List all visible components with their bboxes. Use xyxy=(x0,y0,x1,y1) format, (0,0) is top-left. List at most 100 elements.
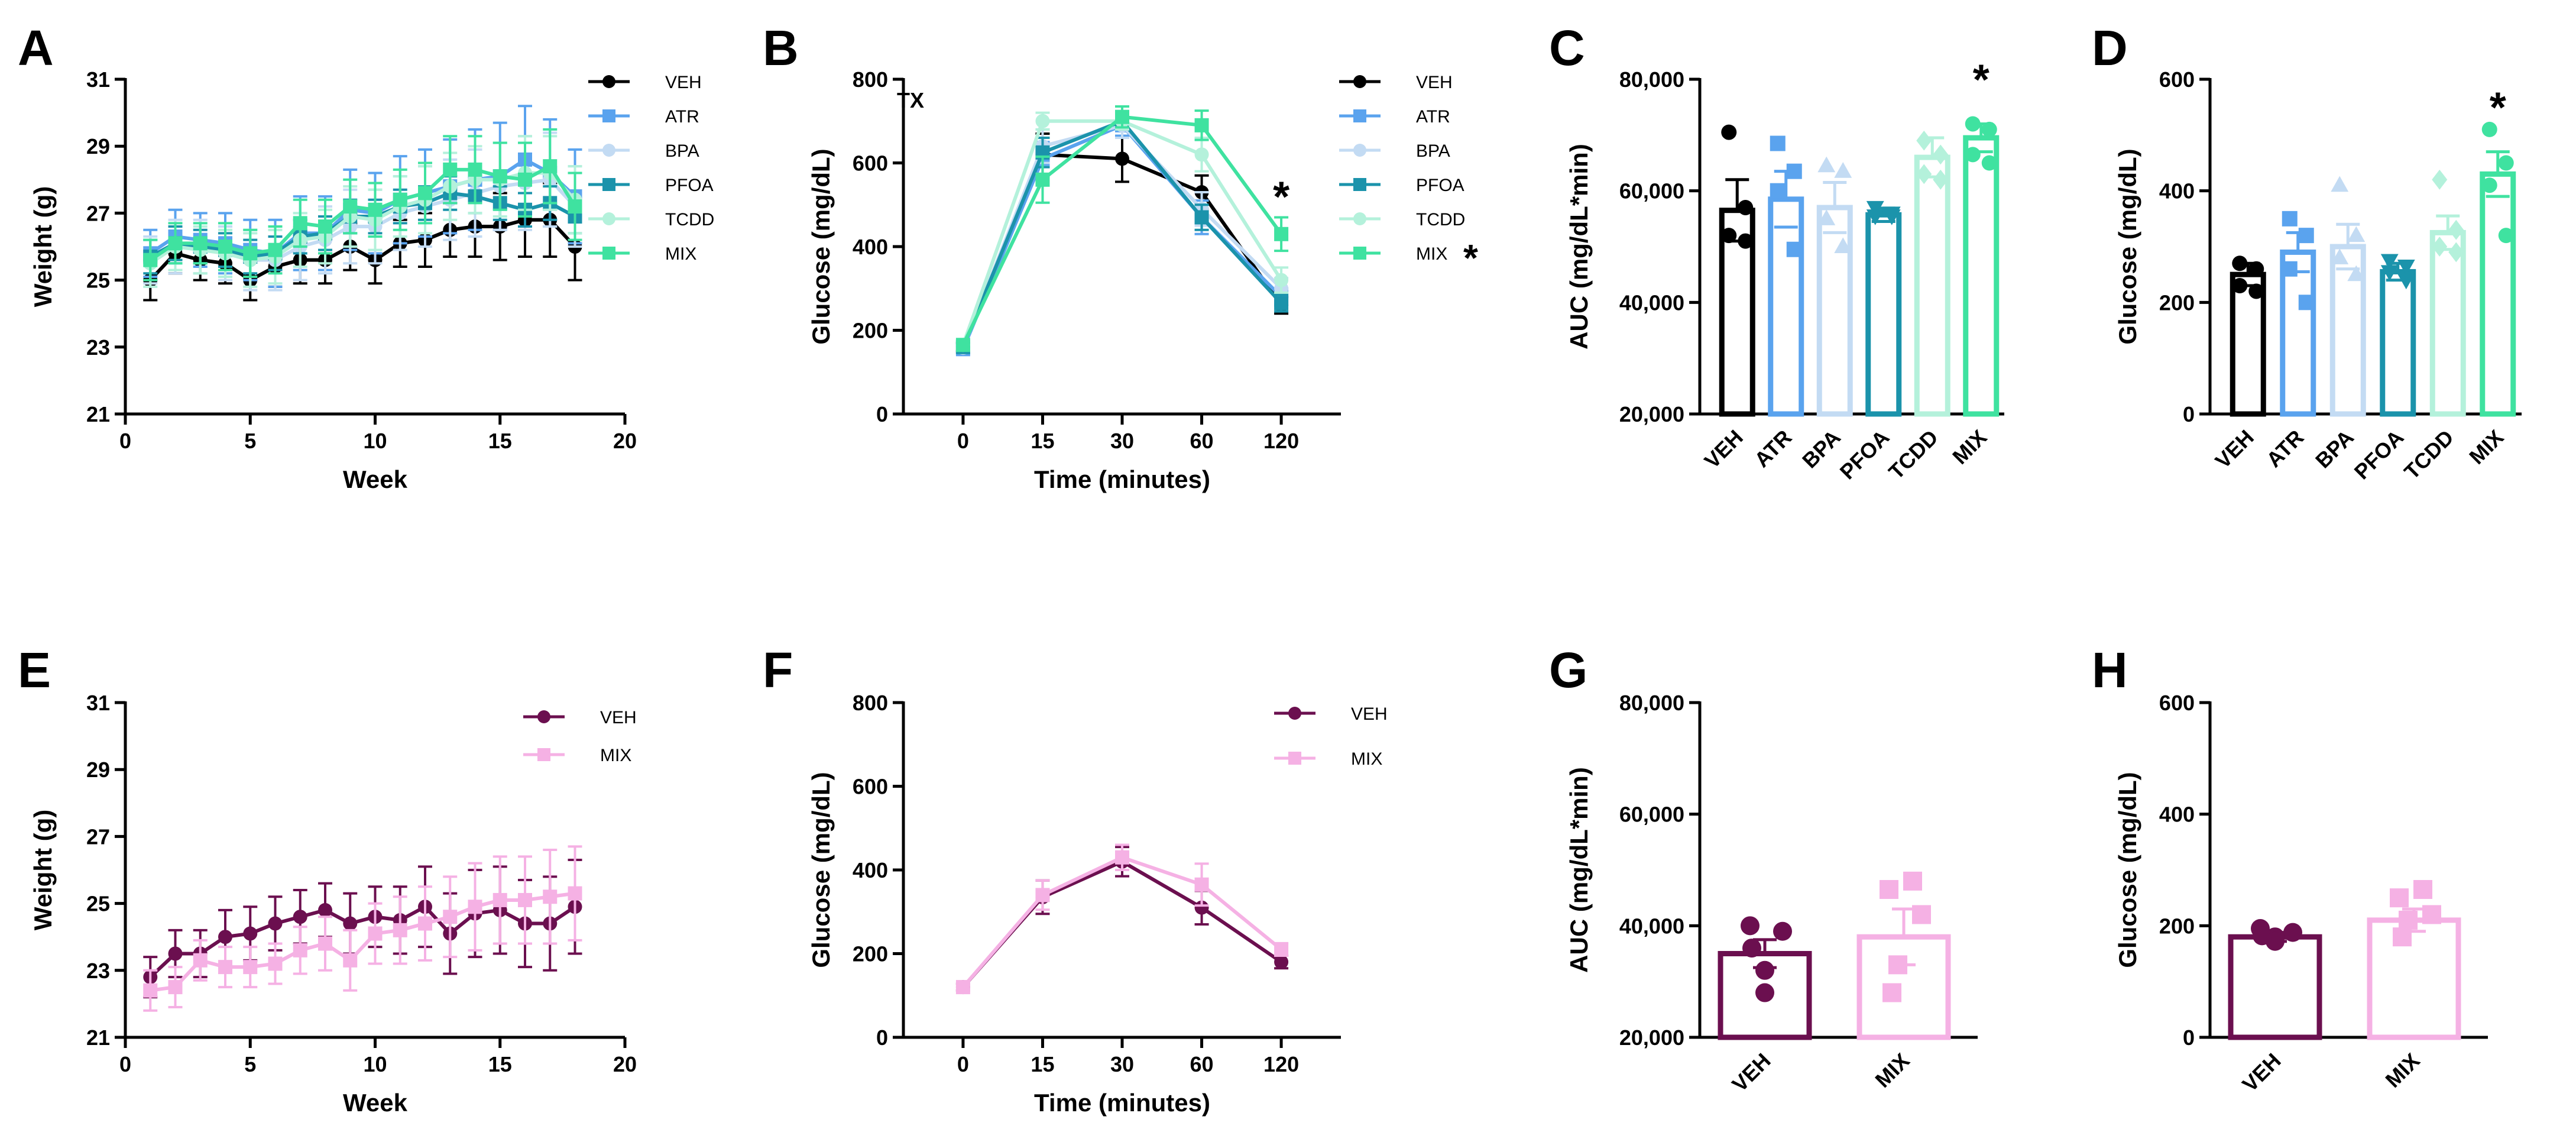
data-point xyxy=(418,186,432,200)
data-point xyxy=(1194,118,1209,132)
y-tick-label: 31 xyxy=(86,67,110,92)
data-point xyxy=(1274,273,1289,287)
y-tick-label: 23 xyxy=(86,959,110,983)
data-point xyxy=(393,192,407,207)
legend-label: ATR xyxy=(665,107,699,127)
data-point xyxy=(2232,278,2248,294)
legend-label: TCDD xyxy=(1416,210,1465,229)
bar-mix xyxy=(1963,116,2000,417)
data-point xyxy=(2248,261,2264,277)
x-tick-label: 15 xyxy=(488,1052,512,1076)
data-point xyxy=(318,902,332,917)
data-point xyxy=(1888,955,1907,975)
legend: VEH MIX xyxy=(523,708,637,765)
data-point xyxy=(2347,226,2366,242)
x-tick-label: VEH xyxy=(1700,425,1748,473)
bar-mix xyxy=(2367,880,2461,1040)
data-point xyxy=(168,236,183,251)
data-point xyxy=(218,240,232,254)
x-tick-label: 30 xyxy=(1110,1052,1134,1076)
data-point xyxy=(543,889,558,904)
bar-mix xyxy=(2480,121,2516,417)
data-point xyxy=(2347,265,2366,282)
data-point xyxy=(2422,905,2441,924)
panel-letter: A xyxy=(18,20,54,76)
y-tick-label: 80,000 xyxy=(1619,691,1684,715)
data-point xyxy=(1274,296,1289,310)
data-point xyxy=(2397,273,2415,290)
legend-label: BPA xyxy=(665,141,699,161)
legend-marker xyxy=(537,710,550,723)
data-point xyxy=(1965,116,1981,132)
data-point xyxy=(268,916,283,931)
data-point xyxy=(543,159,558,174)
legend-label: TCDD xyxy=(665,210,714,229)
data-point xyxy=(2232,255,2248,271)
bar-pfoa xyxy=(2380,254,2416,417)
panel-letter: F xyxy=(763,642,793,698)
bar-bpa xyxy=(1816,156,1853,417)
bar-veh xyxy=(1719,124,1755,417)
data-point xyxy=(1834,237,1852,254)
series-line xyxy=(149,904,576,979)
data-point xyxy=(243,960,258,975)
data-point xyxy=(1194,900,1209,915)
data-point xyxy=(1115,151,1129,166)
bar-mix xyxy=(1856,871,1951,1040)
data-point xyxy=(2498,228,2514,244)
data-point xyxy=(468,900,482,914)
legend-marker xyxy=(1353,75,1366,88)
data-point xyxy=(1035,888,1050,902)
data-point xyxy=(1786,163,1802,179)
y-tick-label: 29 xyxy=(86,758,110,782)
y-axis-title: Glucose (mg/dL) xyxy=(2114,772,2141,968)
data-point xyxy=(2413,880,2432,900)
data-point xyxy=(1912,905,1931,924)
legend-marker xyxy=(1353,144,1366,157)
y-tick-label: 600 xyxy=(853,775,888,799)
y-tick-label: 200 xyxy=(2159,914,2195,938)
y-tick-label: 60,000 xyxy=(1619,803,1684,827)
legend-marker xyxy=(1288,707,1301,720)
data-point xyxy=(2298,295,2314,310)
data-point xyxy=(2399,910,2418,930)
bar xyxy=(2228,934,2322,1040)
significance-star: * xyxy=(2490,85,2506,132)
x-tick-label: 30 xyxy=(1110,429,1134,453)
data-point xyxy=(393,923,407,937)
x-tick-label: 0 xyxy=(957,429,969,453)
panel-H: H 0 200 400 600 Glucose (mg/dL) VEH MIX xyxy=(2092,642,2488,1096)
data-point xyxy=(193,236,208,251)
data-point xyxy=(1882,209,1901,225)
bar xyxy=(1914,154,1950,417)
legend-marker xyxy=(1288,752,1301,765)
bar-atr xyxy=(1768,135,1804,417)
panel-letter: D xyxy=(2092,20,2128,76)
data-point xyxy=(1880,880,1898,900)
x-tick-label: TCDD xyxy=(2399,425,2458,484)
data-point xyxy=(218,930,232,944)
series-line xyxy=(961,859,1282,989)
y-tick-label: 200 xyxy=(853,319,888,343)
data-point xyxy=(2282,261,2298,277)
data-point xyxy=(1882,983,1901,1002)
data-point xyxy=(568,199,582,214)
data-point xyxy=(218,960,232,975)
data-point xyxy=(2331,248,2349,264)
y-tick-label: 20,000 xyxy=(1619,1025,1684,1050)
bar-tcdd xyxy=(1914,130,1950,417)
y-tick-label: 27 xyxy=(86,201,110,225)
y-axis-title: AUC (mg/dL*min) xyxy=(1565,144,1593,350)
bar xyxy=(2429,229,2466,417)
x-tick-label: 0 xyxy=(957,1052,969,1076)
data-point xyxy=(268,956,283,971)
series-mix xyxy=(955,105,1289,352)
x-tick-label: 120 xyxy=(1263,1052,1299,1076)
x-tick-label: PFOA xyxy=(2350,425,2409,484)
data-point xyxy=(293,943,307,957)
x-tick-label: 20 xyxy=(613,1052,637,1076)
legend-label: PFOA xyxy=(1416,176,1464,195)
legend-marker xyxy=(602,144,615,157)
data-point xyxy=(468,162,482,177)
